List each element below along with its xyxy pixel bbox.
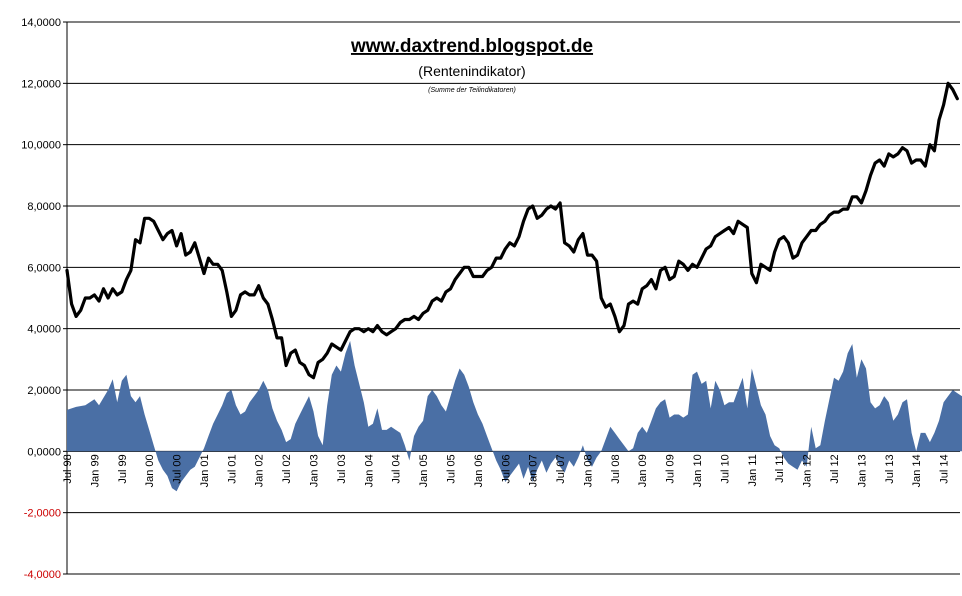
x-tick-label: Jan 07 — [528, 454, 540, 487]
x-tick-label: Jul 11 — [774, 454, 786, 483]
x-tick-label: Jul 13 — [884, 454, 896, 483]
y-tick-label: 4,0000 — [27, 324, 61, 336]
y-tick-label: 14,0000 — [21, 17, 61, 29]
x-tick-label: Jan 06 — [473, 454, 485, 487]
x-tick-label: Jul 98 — [62, 454, 74, 483]
y-tick-label: 0,0000 — [27, 446, 61, 458]
x-tick-label: Jul 02 — [281, 454, 293, 483]
x-tick-label: Jul 05 — [446, 454, 458, 483]
x-tick-label: Jul 00 — [172, 454, 184, 483]
x-tick-label: Jul 09 — [665, 454, 677, 483]
x-tick-label: Jan 14 — [911, 454, 923, 487]
y-tick-label: -2,0000 — [24, 508, 61, 520]
y-tick-label: 8,0000 — [27, 201, 61, 213]
grid-lines — [63, 21, 960, 575]
x-tick-label: Jan 11 — [747, 454, 759, 486]
area-series — [67, 340, 962, 492]
x-tick-label: Jan 08 — [583, 454, 595, 487]
x-tick-label: Jan 05 — [418, 454, 430, 487]
x-tick-label: Jan 09 — [637, 454, 649, 487]
x-tick-label: Jan 13 — [856, 454, 868, 487]
indicator-line — [65, 81, 959, 380]
y-axis-ticks: 14,0000 12,0000 10,0000 8,0000 6,0000 4,0000 2… — [21, 17, 61, 581]
chart-note: (Summe der Teilindikatoren) — [428, 87, 516, 94]
x-tick-label: Jul 06 — [500, 454, 512, 483]
x-tick-label: Jan 03 — [309, 454, 321, 487]
x-tick-label: Jul 04 — [391, 454, 403, 483]
x-tick-label: Jul 07 — [555, 454, 567, 483]
x-tick-label: Jul 14 — [939, 454, 951, 483]
chart-subtitle: (Rentenindikator) — [418, 63, 525, 79]
x-tick-label: Jul 03 — [336, 454, 348, 483]
x-tick-label: Jul 08 — [610, 454, 622, 483]
x-tick-label: Jan 04 — [363, 454, 375, 487]
y-tick-label: 12,0000 — [21, 78, 61, 90]
x-tick-label: Jan 99 — [89, 454, 101, 487]
x-tick-label: Jan 10 — [692, 454, 704, 487]
x-tick-label: Jan 01 — [199, 454, 211, 487]
y-tick-label: 2,0000 — [27, 385, 61, 397]
x-axis-ticks: Jul 98 Jan 99 Jul 99 Jan 00 Jul 00 Jan 01 Jul … — [62, 454, 951, 487]
x-tick-label: Jan 02 — [254, 454, 266, 487]
x-tick-label: Jul 12 — [829, 454, 841, 483]
x-tick-label: Jul 01 — [226, 454, 238, 483]
x-tick-label: Jul 99 — [117, 454, 129, 483]
y-tick-label: 10,0000 — [21, 140, 61, 152]
x-tick-label: Jan 12 — [802, 454, 814, 487]
x-tick-label: Jul 10 — [719, 454, 731, 483]
y-tick-label: 6,0000 — [27, 262, 61, 274]
line-series — [65, 81, 959, 380]
chart-title: www.daxtrend.blogspot.de — [350, 36, 593, 57]
y-tick-label: -4,0000 — [24, 569, 61, 581]
x-tick-label: Jan 00 — [144, 454, 156, 487]
area-fill — [67, 340, 962, 492]
